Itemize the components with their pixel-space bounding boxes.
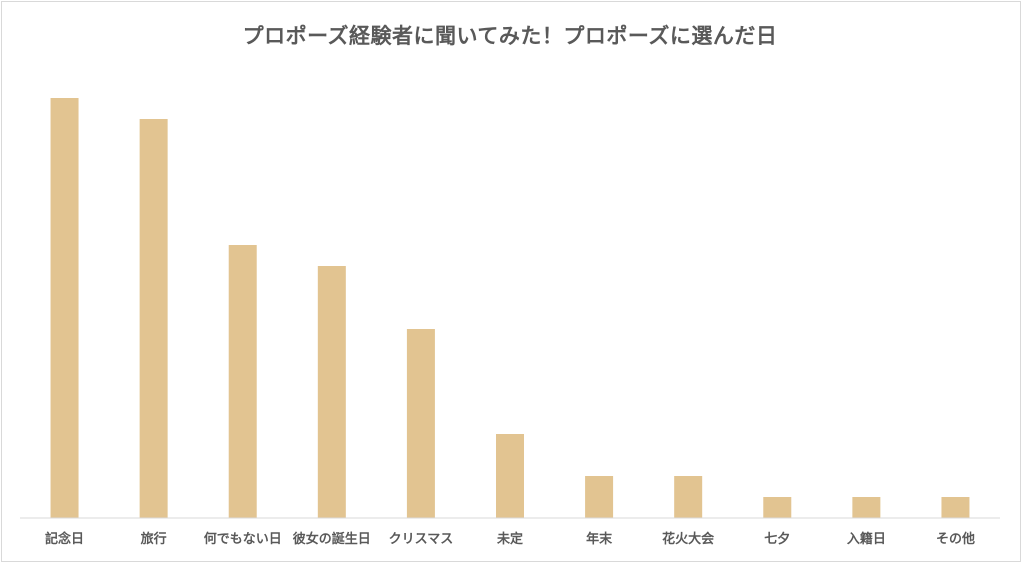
bar-9 (852, 497, 881, 518)
bar-6 (585, 476, 614, 518)
x-tick-label: 彼女の誕生日 (293, 531, 371, 547)
x-tick-label: 未定 (496, 531, 523, 547)
bar-8 (763, 497, 792, 518)
bar-0 (50, 98, 79, 518)
x-tick-label: クリスマス (389, 532, 454, 547)
bar-7 (674, 476, 703, 518)
x-tick-label: 七夕 (764, 531, 790, 547)
x-tick-label: 入籍日 (847, 531, 886, 547)
bar-4 (406, 329, 435, 518)
bars-group (50, 98, 970, 518)
x-tick-label: 記念日 (45, 531, 84, 547)
bar-1 (139, 119, 168, 518)
bar-3 (317, 266, 346, 518)
x-tick-labels: 記念日 旅行 何でもない日 彼女の誕生日 クリスマス 未定 年末 花火大会 七夕 入籍日 その他 (45, 531, 975, 547)
bar-2 (228, 245, 257, 518)
bar-5 (496, 434, 524, 518)
x-tick-label: 何でもない日 (204, 531, 282, 547)
x-tick-label: 年末 (586, 531, 613, 547)
x-tick-label: その他 (936, 531, 975, 547)
chart-title: プロポーズ経験者に聞いてみた！プロポーズに選んだ日 (242, 24, 778, 48)
x-tick-label: 旅行 (141, 531, 167, 547)
bar-10 (941, 497, 970, 518)
x-tick-label: 花火大会 (662, 531, 715, 547)
